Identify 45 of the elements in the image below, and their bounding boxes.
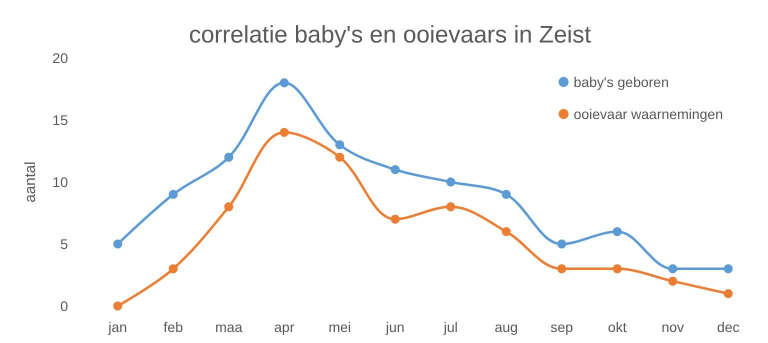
point [668, 264, 678, 274]
chart-title: correlatie baby's en ooievaars in Zeist [188, 22, 592, 48]
point [668, 276, 678, 286]
point [724, 289, 733, 298]
point [446, 202, 456, 212]
y-axis-title: aantal [22, 162, 39, 202]
y-tick-label: 15 [52, 112, 68, 128]
x-tick-label: maa [215, 319, 243, 335]
point [502, 227, 511, 236]
point [612, 227, 622, 236]
x-tick-label: feb [164, 319, 184, 335]
point [446, 178, 456, 186]
x-tick-label: apr [274, 319, 295, 335]
x-tick-label: jul [442, 319, 458, 335]
point [335, 140, 344, 150]
x-tick-label: aug [494, 319, 518, 335]
point [502, 190, 511, 199]
point [724, 264, 733, 274]
point [224, 202, 234, 212]
x-tick-label: nov [661, 319, 684, 335]
y-tick-label: 0 [60, 298, 68, 314]
y-tick-label: 20 [52, 50, 68, 66]
x-tick-label: mei [328, 319, 352, 335]
legend-label: baby's geboren [574, 74, 669, 90]
x-tick-label: jan [107, 319, 128, 335]
x-tick-label: sep [550, 319, 574, 335]
x-tick-label: okt [608, 319, 627, 335]
point [168, 190, 178, 199]
point [280, 78, 289, 88]
point [168, 264, 178, 274]
point [390, 165, 400, 174]
point [280, 128, 289, 137]
x-tick-label: jun [384, 319, 405, 335]
x-tick-label: dec [716, 319, 740, 335]
point [224, 152, 234, 162]
point [113, 240, 122, 248]
point [557, 240, 566, 248]
point [113, 302, 122, 310]
point [612, 264, 622, 274]
point [390, 214, 400, 224]
legend-label: ooievaar waarnemingen [574, 106, 724, 122]
y-tick-label: 5 [60, 236, 68, 252]
point [557, 264, 566, 274]
point [335, 152, 344, 162]
y-tick-label: 10 [52, 174, 68, 190]
